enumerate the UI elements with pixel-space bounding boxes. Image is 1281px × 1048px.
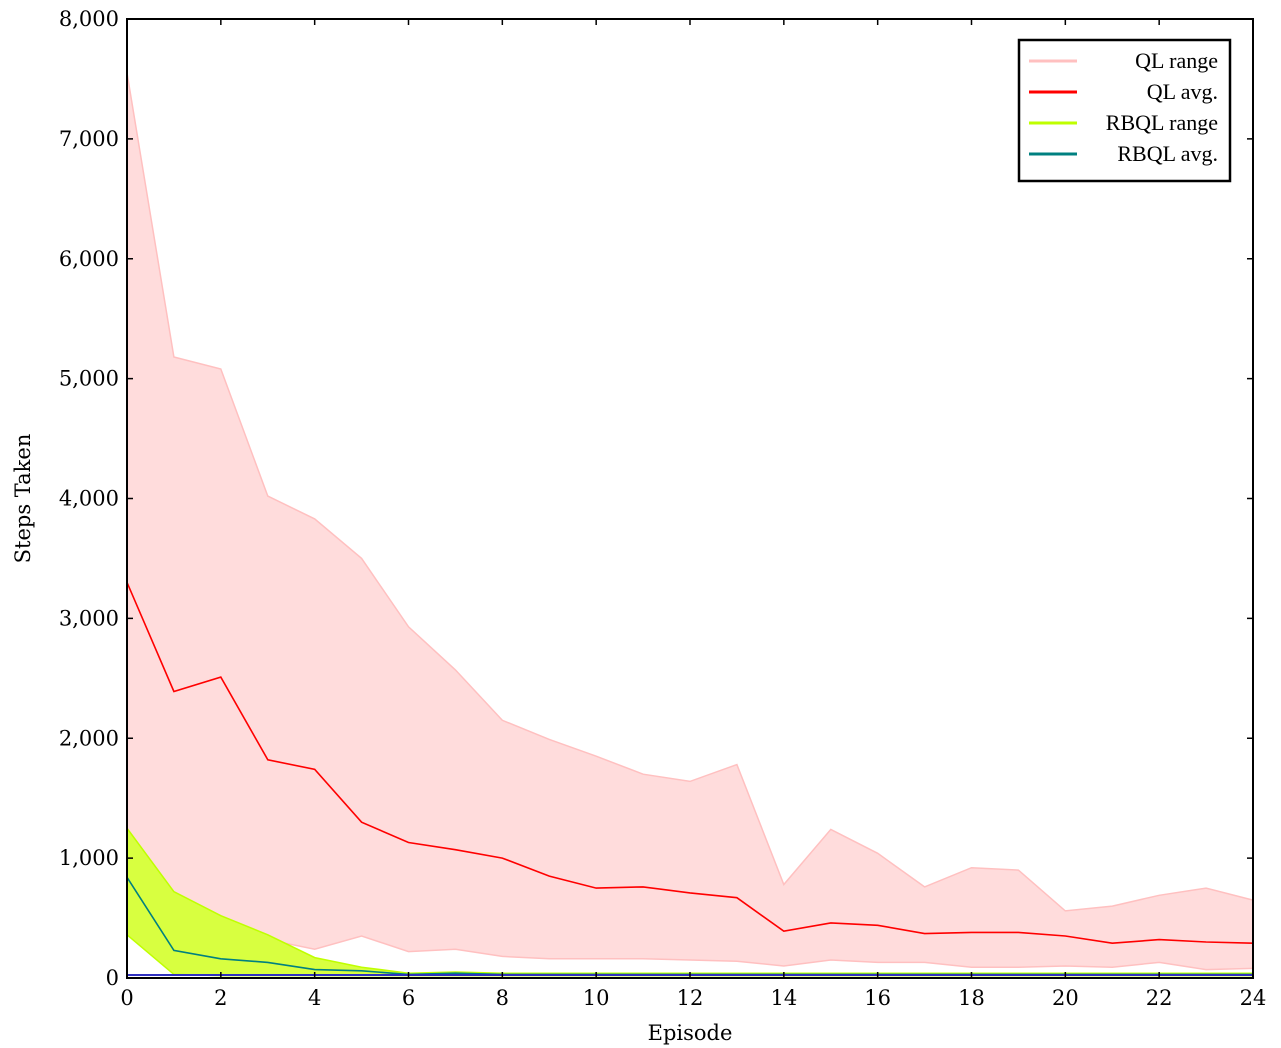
- x-tick-label-18: 18: [958, 986, 985, 1010]
- x-tick-label-6: 6: [402, 986, 415, 1010]
- range-areas: [126, 72, 1254, 977]
- axis-ticks: [126, 18, 1254, 979]
- ql-avg-line: [126, 582, 1254, 945]
- x-tick-label-2: 2: [214, 986, 227, 1010]
- legend-label-ql-avg: QL avg.: [1147, 79, 1218, 104]
- legend-label-ql-range: QL range: [1135, 48, 1218, 73]
- ql-range-lower-edge: [126, 919, 1254, 971]
- legend-label-rbql-avg: RBQL avg.: [1117, 141, 1218, 166]
- x-tick-label-0: 0: [120, 986, 133, 1010]
- x-tick-label-14: 14: [770, 986, 797, 1010]
- y-tick-label-0: 0: [106, 966, 119, 990]
- x-axis-label: Episode: [648, 1021, 733, 1045]
- x-tick-label-10: 10: [583, 986, 610, 1010]
- ql-range-area: [127, 72, 1253, 970]
- legend-box: [1017, 38, 1232, 183]
- y-tick-label-1000: 1,000: [59, 846, 119, 870]
- x-tick-labels: 0 2 4 6 8 10 12 14 16 18 20 22 24: [120, 986, 1266, 1010]
- x-tick-label-16: 16: [864, 986, 891, 1010]
- x-tick-label-20: 20: [1052, 986, 1079, 1010]
- y-tick-label-7000: 7,000: [59, 127, 119, 151]
- x-tick-label-22: 22: [1146, 986, 1173, 1010]
- y-tick-label-8000: 8,000: [59, 7, 119, 31]
- ql-range-upper-edge: [126, 72, 1254, 912]
- x-tick-label-12: 12: [677, 986, 704, 1010]
- x-tick-label-8: 8: [496, 986, 509, 1010]
- y-tick-label-5000: 5,000: [59, 367, 119, 391]
- x-tick-label-4: 4: [308, 986, 321, 1010]
- y-tick-label-4000: 4,000: [59, 487, 119, 511]
- y-tick-label-6000: 6,000: [59, 247, 119, 271]
- legend-label-rbql-range: RBQL range: [1106, 110, 1218, 135]
- y-axis-label: Steps Taken: [11, 434, 35, 564]
- x-tick-label-24: 24: [1240, 986, 1267, 1010]
- y-tick-label-2000: 2,000: [59, 726, 119, 750]
- y-tick-labels: 0 1,000 2,000 3,000 4,000 5,000 6,000 7,000 8,00…: [59, 7, 119, 990]
- y-tick-label-3000: 3,000: [59, 606, 119, 630]
- legend: QL range QL avg. RBQL range RBQL avg.: [1017, 38, 1232, 183]
